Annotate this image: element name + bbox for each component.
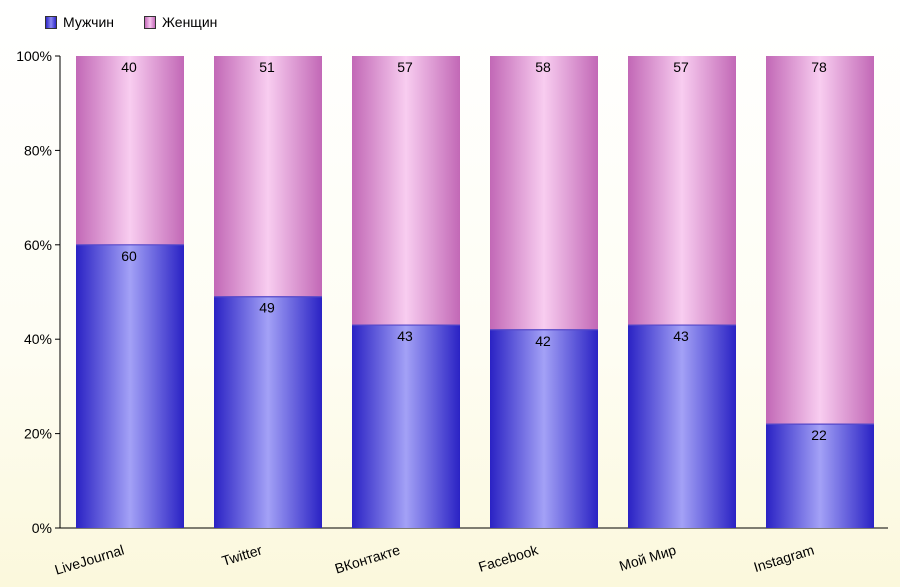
bar-men <box>766 424 874 528</box>
legend-swatch-men <box>45 15 57 29</box>
data-label-women: 51 <box>259 59 275 75</box>
data-label-women: 57 <box>673 59 689 75</box>
data-label-men: 43 <box>673 328 689 344</box>
x-tick-label: Twitter <box>220 541 264 568</box>
data-label-men: 42 <box>535 333 551 349</box>
x-tick-label: ВКонтакте <box>333 542 402 577</box>
x-tick-label: Instagram <box>752 542 816 576</box>
y-tick-label: 20% <box>24 426 52 442</box>
chart-axes: 0% 20% 40% 60% 80% 100% <box>16 48 888 536</box>
bar-men <box>352 325 460 528</box>
bar-women <box>628 56 736 326</box>
data-label-women: 40 <box>121 59 137 75</box>
y-tick-label: 40% <box>24 331 52 347</box>
chart-bars <box>76 56 874 529</box>
y-tick-label: 100% <box>16 48 52 64</box>
bar-men <box>490 329 598 528</box>
x-tick-label: Facebook <box>476 541 540 575</box>
bar-women <box>214 56 322 297</box>
legend-swatch-women <box>144 15 157 29</box>
data-label-women: 58 <box>535 59 551 75</box>
data-label-men: 60 <box>121 248 137 264</box>
legend-label-men: Мужчин <box>63 14 115 30</box>
x-tick-label: Мой Мир <box>617 542 678 574</box>
bar-women <box>76 56 184 245</box>
data-label-women: 57 <box>397 59 413 75</box>
legend: Мужчин Женщин <box>45 14 217 30</box>
legend-item-women: Женщин <box>144 14 217 30</box>
x-tick-label: LiveJournal <box>53 542 126 578</box>
bar-men <box>76 244 184 529</box>
bar-women <box>766 56 874 425</box>
y-tick-label: 60% <box>24 237 52 253</box>
bar-men <box>628 325 736 528</box>
bar-women <box>352 56 460 326</box>
data-label-men: 22 <box>811 427 827 443</box>
y-tick-label: 80% <box>24 142 52 158</box>
data-label-men: 43 <box>397 328 413 344</box>
legend-item-men: Мужчин <box>45 14 114 30</box>
y-tick-label: 0% <box>32 520 52 536</box>
data-label-men: 49 <box>259 300 275 316</box>
bar-men <box>214 296 322 528</box>
data-label-women: 78 <box>811 59 827 75</box>
bar-women <box>490 56 598 330</box>
legend-label-women: Женщин <box>162 14 218 30</box>
